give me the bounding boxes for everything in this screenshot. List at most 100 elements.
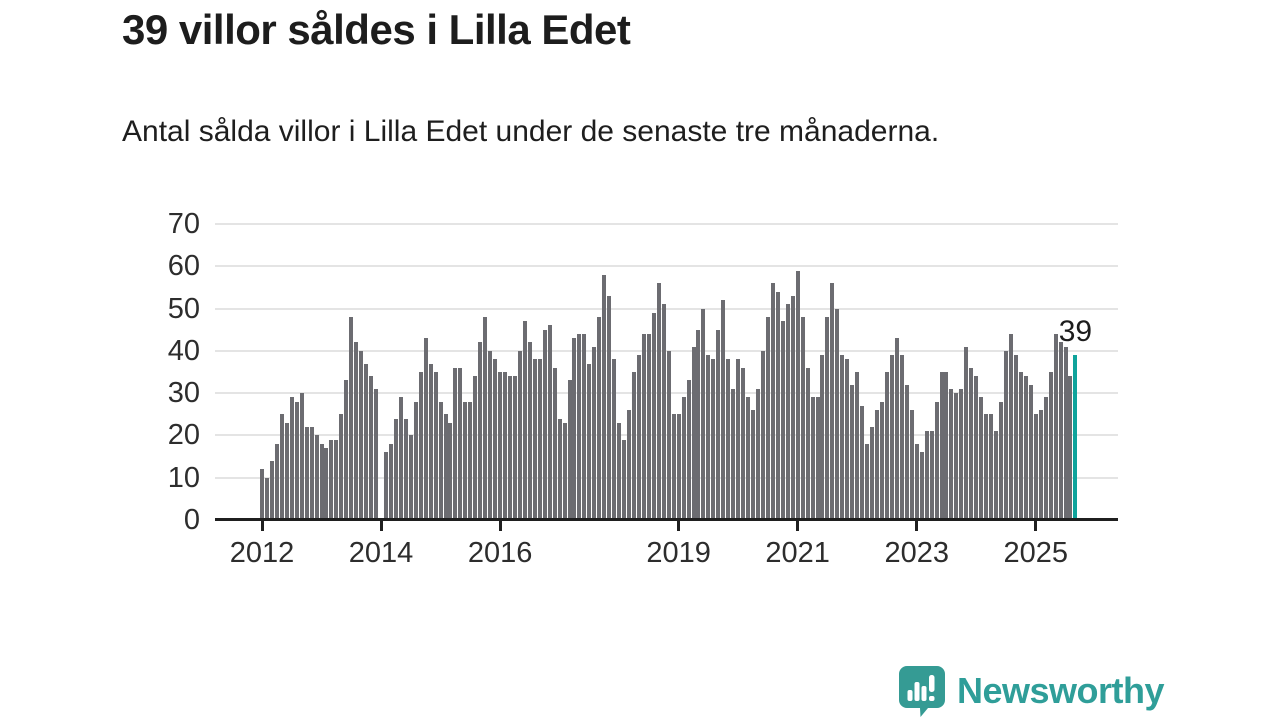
bar: [597, 317, 602, 520]
bar: [359, 350, 364, 520]
bar: [1063, 346, 1068, 520]
bar: [840, 355, 845, 520]
bar: [1038, 410, 1043, 520]
bar: [562, 422, 567, 520]
bar: [934, 401, 939, 520]
gridline-y20: [215, 434, 1118, 437]
bar: [384, 452, 388, 520]
bar: [413, 401, 418, 520]
bar: [1018, 372, 1023, 520]
newsworthy-speech-bubble-chart-icon: [899, 666, 945, 717]
bar: [522, 321, 527, 520]
bar: [666, 350, 671, 520]
x-axis-label-2012: 2012: [229, 537, 295, 569]
bar: [701, 308, 706, 520]
bar: [517, 350, 522, 520]
bar: [473, 376, 478, 520]
bar: [711, 359, 716, 520]
bar: [830, 283, 835, 520]
bar-chart: 0 10 20 30 40 50 60 70 2012 2014 2016 2019 2021 2023 2…: [167, 208, 1118, 569]
bar: [691, 346, 696, 520]
bar: [537, 359, 542, 520]
bar: [999, 401, 1004, 520]
bar: [572, 338, 577, 520]
bar: [1058, 342, 1063, 520]
bar: [1043, 397, 1048, 520]
bar: [656, 283, 661, 520]
bar: [260, 469, 264, 520]
bar: [289, 397, 294, 520]
x-axis-tick-2012: [260, 521, 264, 531]
bar: [468, 401, 473, 520]
x-axis-label-2014: 2014: [348, 537, 414, 569]
bar: [279, 414, 284, 520]
bar: [403, 418, 408, 520]
bar: [815, 397, 820, 520]
bar: [284, 422, 289, 520]
bar: [309, 426, 314, 520]
bar: [1008, 333, 1013, 520]
bar: [845, 359, 850, 520]
bar: [726, 359, 731, 520]
bar: [756, 388, 760, 520]
bar: [264, 477, 269, 520]
bar: [924, 431, 929, 520]
gridline-y70: [215, 223, 1118, 225]
bar: [374, 388, 379, 520]
bar: [567, 380, 572, 520]
bar: [860, 405, 865, 520]
bar: [294, 401, 299, 520]
bar: [433, 372, 438, 520]
y-axis-label-10: 10: [167, 461, 200, 494]
bar: [661, 304, 666, 520]
x-axis-label-2019: 2019: [646, 537, 711, 569]
bar: [716, 329, 721, 520]
bar: [612, 359, 617, 520]
gridline-y60: [215, 265, 1118, 268]
bar: [483, 317, 488, 520]
bar: [607, 295, 612, 520]
gridline-y40: [215, 349, 1118, 352]
bar: [438, 401, 443, 520]
bar: [939, 372, 944, 520]
bar: [334, 439, 339, 520]
bar: [825, 317, 830, 520]
bar: [478, 342, 483, 520]
bar: [800, 317, 805, 520]
bar: [929, 431, 934, 520]
bar: [329, 439, 334, 520]
y-axis-label-0: 0: [183, 504, 200, 536]
bar: [453, 367, 458, 520]
x-axis-tick-2021: [796, 521, 800, 531]
bar: [508, 376, 512, 520]
bar: [731, 388, 736, 520]
newsworthy-logo-text: Newsworthy: [957, 670, 1165, 711]
bar: [547, 325, 552, 520]
bar: [552, 367, 557, 520]
bar: [989, 414, 994, 520]
bar: [299, 393, 304, 520]
bar: [587, 363, 592, 520]
bar: [443, 414, 448, 520]
newsworthy-logo: Newsworthy: [897, 665, 1165, 717]
bar: [344, 380, 349, 520]
x-axis-label-2021: 2021: [765, 537, 830, 569]
bar: [408, 435, 413, 520]
chart-subtitle: Antal sålda villor i Lilla Edet under de…: [122, 115, 940, 148]
bar: [354, 342, 359, 520]
bar: [636, 355, 641, 520]
bar: [1004, 350, 1008, 520]
page-title: 39 villor såldes i Lilla Edet: [122, 6, 631, 53]
bar: [686, 380, 691, 520]
bar: [820, 355, 825, 520]
x-axis-tick-2016: [498, 521, 502, 531]
y-axis-label-60: 60: [167, 250, 200, 283]
bar: [855, 372, 860, 520]
bar: [527, 342, 532, 520]
bar: [602, 274, 607, 520]
bar: [899, 355, 904, 520]
bar: [884, 372, 889, 520]
bar: [790, 295, 795, 520]
bar: [760, 350, 765, 520]
bar: [944, 372, 949, 520]
